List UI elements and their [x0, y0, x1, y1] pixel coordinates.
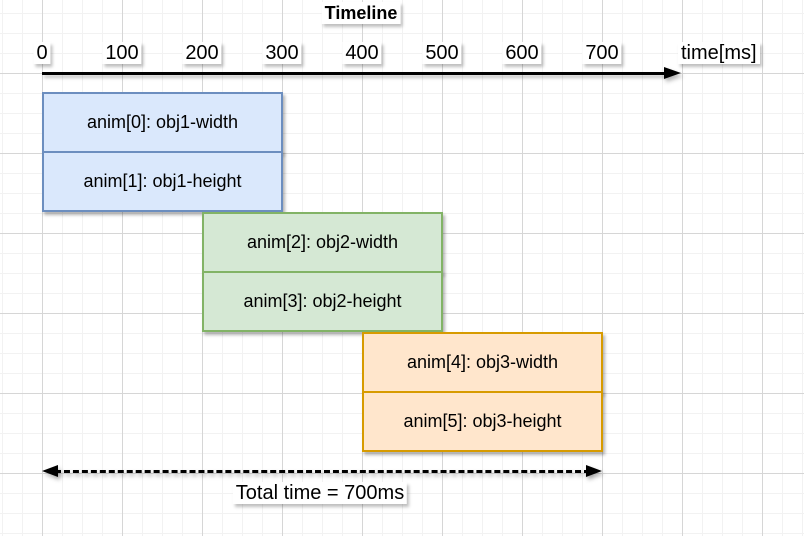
bar-anim4: anim[4]: obj3-width — [362, 332, 603, 393]
axis-unit-label: time[ms] — [678, 42, 760, 64]
bar-group-obj2: anim[2]: obj2-width anim[3]: obj2-height — [202, 212, 443, 332]
total-time-label: Total time = 700ms — [232, 482, 408, 504]
bar-anim4-label: anim[4]: obj3-width — [406, 352, 559, 372]
total-arrow-right-icon — [586, 465, 602, 477]
diagram-title: Timeline — [321, 2, 401, 24]
bar-anim2: anim[2]: obj2-width — [202, 212, 443, 273]
bar-anim3-label: anim[3]: obj2-height — [243, 291, 402, 311]
bar-anim0-label: anim[0]: obj1-width — [86, 112, 239, 132]
axis-tick-700: 700 — [582, 42, 622, 64]
bar-group-obj1: anim[0]: obj1-width anim[1]: obj1-height — [42, 92, 283, 212]
axis-tick-200: 200 — [182, 42, 222, 64]
bar-group-obj3: anim[4]: obj3-width anim[5]: obj3-height — [362, 332, 603, 452]
axis-tick-300: 300 — [262, 42, 302, 64]
axis-tick-100: 100 — [102, 42, 142, 64]
bar-anim1: anim[1]: obj1-height — [42, 151, 283, 212]
time-axis-line — [42, 72, 666, 75]
total-arrow-line — [55, 470, 590, 473]
bar-anim5-label: anim[5]: obj3-height — [403, 411, 562, 431]
axis-tick-500: 500 — [422, 42, 462, 64]
time-axis-arrowhead-icon — [664, 67, 681, 79]
bar-anim2-label: anim[2]: obj2-width — [246, 232, 399, 252]
bar-anim3: anim[3]: obj2-height — [202, 271, 443, 332]
bar-anim0: anim[0]: obj1-width — [42, 92, 283, 153]
axis-tick-400: 400 — [342, 42, 382, 64]
bar-anim1-label: anim[1]: obj1-height — [83, 171, 242, 191]
axis-tick-600: 600 — [502, 42, 542, 64]
bar-anim5: anim[5]: obj3-height — [362, 391, 603, 452]
axis-tick-0: 0 — [33, 42, 51, 64]
total-arrow-left-icon — [42, 465, 58, 477]
